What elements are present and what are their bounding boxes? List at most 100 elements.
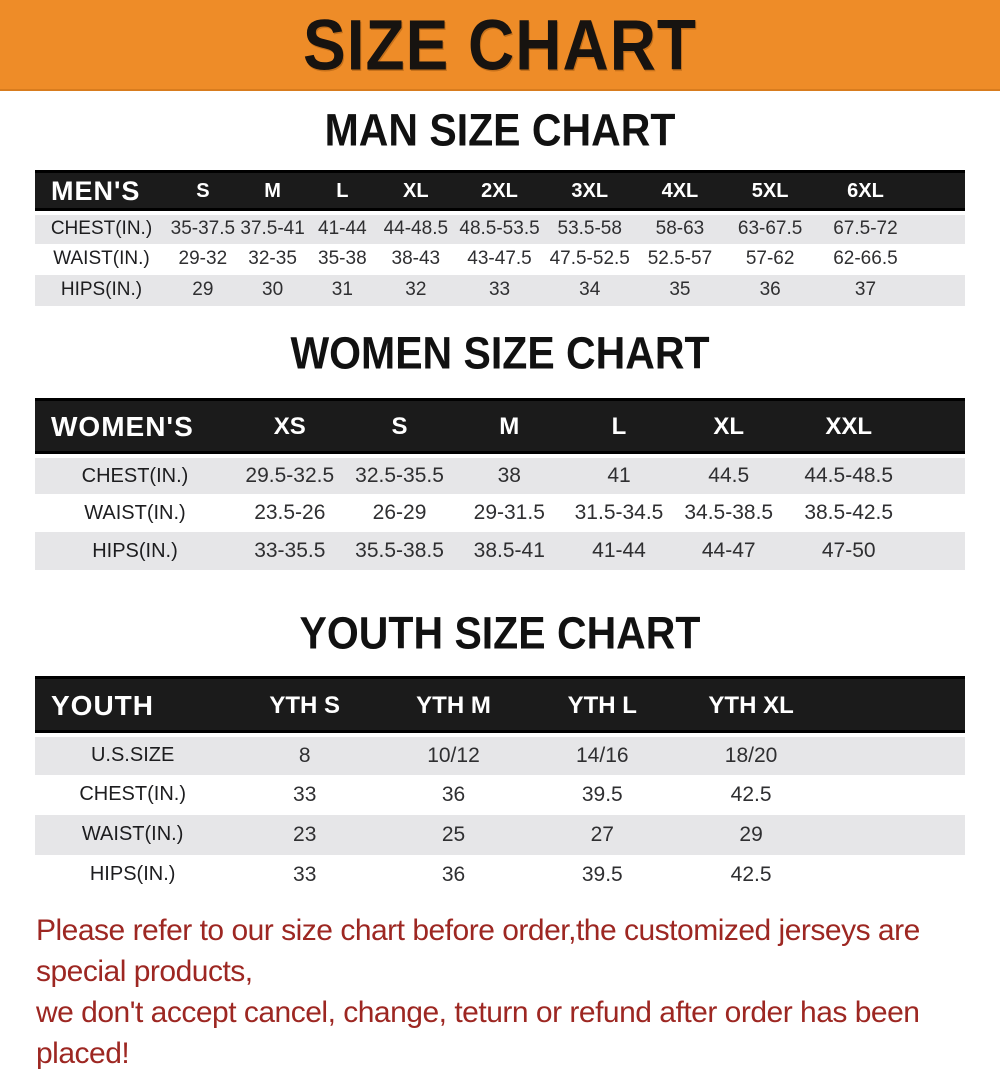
size-column-header: L xyxy=(564,397,674,458)
size-value-cell: 48.5-53.5 xyxy=(454,212,545,244)
size-value-cell: 41-44 xyxy=(307,212,378,244)
size-table: MEN'S S M L XL 2XL 3XL 4XL 5XL 6XL CHEST(IN.) 35-37… xyxy=(35,170,965,306)
size-column-header: YTH XL xyxy=(676,676,826,737)
women-size-chart-heading: WOMEN SIZE CHART xyxy=(290,327,710,378)
size-table: WOMEN'S XS S M L XL XXL CHEST(IN.) 29.5-32.5 32.5… xyxy=(35,397,965,570)
row-label: U.S.SIZE xyxy=(35,734,231,775)
size-value-cell: 33-35.5 xyxy=(234,532,345,570)
size-value-cell: 8 xyxy=(230,734,380,775)
size-value-cell: 44-47 xyxy=(673,532,784,570)
man-size-chart-heading: MAN SIZE CHART xyxy=(324,104,676,156)
size-value-cell: 29 xyxy=(676,814,826,855)
men-size-table: MEN'S S M L XL 2XL 3XL 4XL 5XL 6XL CHEST(IN.) 35-37… xyxy=(35,170,965,306)
size-value-cell: 29.5-32.5 xyxy=(234,456,345,494)
size-value-cell: 14/16 xyxy=(527,734,677,775)
table-row: CHEST(IN.) 35-37.5 37.5-41 41-44 44-48.5 48.5… xyxy=(35,212,965,244)
size-value-cell: 38.5-42.5 xyxy=(783,494,914,532)
size-column-header: YTH M xyxy=(379,676,528,737)
size-value-cell: 38-43 xyxy=(377,243,455,275)
row-filler xyxy=(915,243,965,275)
row-filler xyxy=(825,734,965,775)
disclaimer-line-1: Please refer to our size chart before or… xyxy=(36,913,920,988)
size-value-cell: 29 xyxy=(167,274,238,306)
size-value-cell: 35.5-38.5 xyxy=(344,532,455,570)
row-label: HIPS(IN.) xyxy=(35,854,231,895)
table-row: CHEST(IN.) 33 36 39.5 42.5 xyxy=(35,774,965,815)
size-column-header: S xyxy=(167,170,238,215)
size-value-cell: 25 xyxy=(379,814,528,855)
header-filler xyxy=(913,397,965,458)
size-value-cell: 29-32 xyxy=(167,243,238,275)
size-value-cell: 33 xyxy=(230,854,380,895)
size-value-cell: 36 xyxy=(379,854,528,895)
size-value-cell: 33 xyxy=(454,274,545,306)
size-value-cell: 58-63 xyxy=(634,212,726,244)
header-filler xyxy=(915,170,965,215)
row-label: WAIST(IN.) xyxy=(35,814,231,855)
size-value-cell: 67.5-72 xyxy=(815,212,916,244)
row-filler xyxy=(915,274,965,306)
size-value-cell: 36 xyxy=(379,774,528,815)
size-value-cell: 23 xyxy=(230,814,380,855)
size-value-cell: 33 xyxy=(230,774,380,815)
row-filler xyxy=(913,532,965,570)
disclaimer-line-2: we don't accept cancel, change, teturn o… xyxy=(36,995,920,1070)
row-filler xyxy=(915,212,965,244)
size-column-header: XL xyxy=(673,397,784,458)
row-label: WAIST(IN.) xyxy=(35,243,168,275)
size-value-cell: 53.5-58 xyxy=(544,212,635,244)
row-filler xyxy=(913,494,965,532)
size-value-cell: 44-48.5 xyxy=(377,212,455,244)
size-value-cell: 32-35 xyxy=(237,243,308,275)
size-column-header: YTH L xyxy=(527,676,677,737)
size-value-cell: 47-50 xyxy=(783,532,914,570)
size-value-cell: 44.5-48.5 xyxy=(783,456,914,494)
size-value-cell: 39.5 xyxy=(527,854,677,895)
row-filler xyxy=(825,774,965,815)
size-value-cell: 41 xyxy=(564,456,674,494)
size-value-cell: 30 xyxy=(237,274,308,306)
table-row: WAIST(IN.) 23.5-26 26-29 29-31.5 31.5-34.5 34… xyxy=(35,494,965,532)
table-row: HIPS(IN.) 29 30 31 32 33 34 35 36 37 xyxy=(35,274,965,306)
size-column-header: S xyxy=(344,397,455,458)
size-value-cell: 52.5-57 xyxy=(634,243,726,275)
size-value-cell: 37 xyxy=(815,274,916,306)
size-column-header: M xyxy=(454,397,565,458)
row-filler xyxy=(825,854,965,895)
row-label: HIPS(IN.) xyxy=(35,532,235,570)
table-header-row: YOUTH YTH S YTH M YTH L YTH XL xyxy=(35,676,965,737)
size-value-cell: 31 xyxy=(307,274,378,306)
size-value-cell: 37.5-41 xyxy=(237,212,308,244)
size-value-cell: 38 xyxy=(454,456,565,494)
header-filler xyxy=(825,676,965,737)
row-label: CHEST(IN.) xyxy=(35,456,235,494)
size-value-cell: 43-47.5 xyxy=(454,243,545,275)
table-header-row: WOMEN'S XS S M L XL XXL xyxy=(35,397,965,458)
size-value-cell: 63-67.5 xyxy=(725,212,816,244)
size-value-cell: 35-37.5 xyxy=(167,212,238,244)
row-filler xyxy=(913,456,965,494)
size-value-cell: 23.5-26 xyxy=(234,494,345,532)
size-column-header: M xyxy=(237,170,308,215)
youth-size-table: YOUTH YTH S YTH M YTH L YTH XL U.S.SIZE 8 10/12… xyxy=(35,676,965,895)
row-filler xyxy=(825,814,965,855)
size-value-cell: 31.5-34.5 xyxy=(564,494,674,532)
table-corner-label: YOUTH xyxy=(35,676,231,737)
size-table: YOUTH YTH S YTH M YTH L YTH XL U.S.SIZE 8 10/12… xyxy=(35,676,965,895)
size-value-cell: 35 xyxy=(634,274,726,306)
table-row: HIPS(IN.) 33 36 39.5 42.5 xyxy=(35,854,965,895)
size-column-header: XXL xyxy=(783,397,914,458)
size-column-header: 2XL xyxy=(454,170,545,215)
size-value-cell: 38.5-41 xyxy=(454,532,565,570)
size-value-cell: 29-31.5 xyxy=(454,494,565,532)
row-label: HIPS(IN.) xyxy=(35,274,168,306)
row-label: CHEST(IN.) xyxy=(35,774,231,815)
size-value-cell: 34 xyxy=(544,274,635,306)
table-corner-label: WOMEN'S xyxy=(35,397,235,458)
size-value-cell: 44.5 xyxy=(673,456,784,494)
size-column-header: 4XL xyxy=(634,170,726,215)
table-row: HIPS(IN.) 33-35.5 35.5-38.5 38.5-41 41-44 44-… xyxy=(35,532,965,570)
table-row: WAIST(IN.) 23 25 27 29 xyxy=(35,814,965,855)
row-label: CHEST(IN.) xyxy=(35,212,168,244)
order-disclaimer: Please refer to our size chart before or… xyxy=(36,910,966,1074)
